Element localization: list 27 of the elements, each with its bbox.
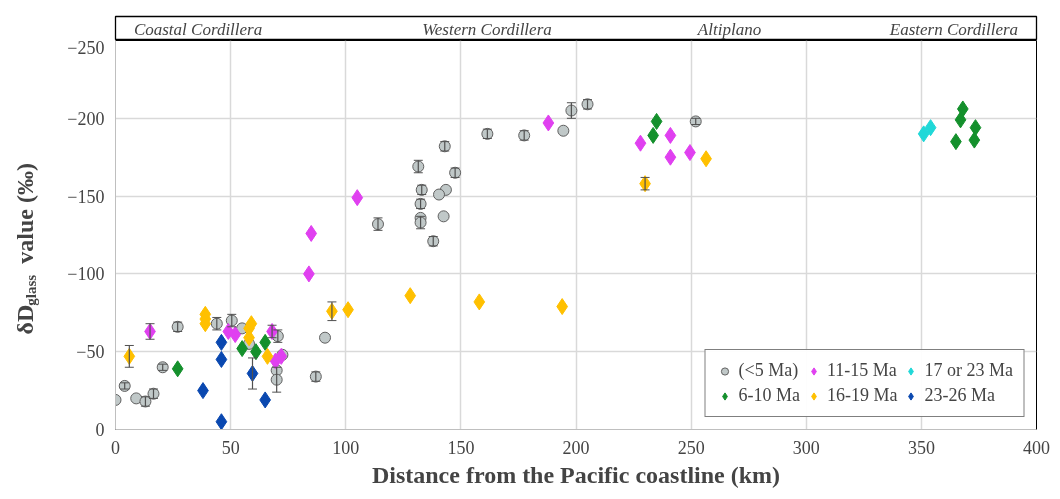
y-tick-label: −150 — [67, 186, 105, 207]
text: Eastern Cordillera — [888, 20, 1019, 40]
y-tick-label: −200 — [67, 108, 105, 129]
legend-label: 11-15 Ma — [827, 360, 897, 381]
y-tick-label: −250 — [67, 37, 105, 58]
legend-label: (<5 Ma) — [738, 360, 799, 381]
legend-label: 16-19 Ma — [827, 385, 898, 406]
x-tick-label: 300 — [792, 437, 820, 458]
y-axis-title: δDglass value (‰) — [11, 163, 39, 335]
x-tick-label: 350 — [907, 437, 935, 458]
legend-label: 17 or 23 Ma — [924, 360, 1013, 381]
y-tick-label: −100 — [67, 264, 105, 285]
text: Altiplano — [696, 20, 762, 40]
x-tick-label: 200 — [562, 437, 590, 458]
legend-label: 6-10 Ma — [738, 385, 800, 406]
legend-label: 23-26 Ma — [924, 385, 995, 406]
text: Coastal Cordillera — [133, 20, 263, 40]
x-axis-title: Distance from the Pacific coastline (km) — [371, 461, 781, 488]
y-tick-label: −50 — [76, 342, 105, 363]
x-tick-label: 400 — [1023, 437, 1050, 458]
x-tick-label: 50 — [221, 437, 240, 458]
x-tick-label: 0 — [111, 437, 120, 458]
x-tick-label: 250 — [677, 437, 705, 458]
text: Western Cordillera — [422, 20, 552, 40]
x-tick-label: 150 — [447, 437, 475, 458]
y-tick-label: 0 — [95, 420, 105, 440]
x-tick-label: 100 — [332, 437, 360, 458]
